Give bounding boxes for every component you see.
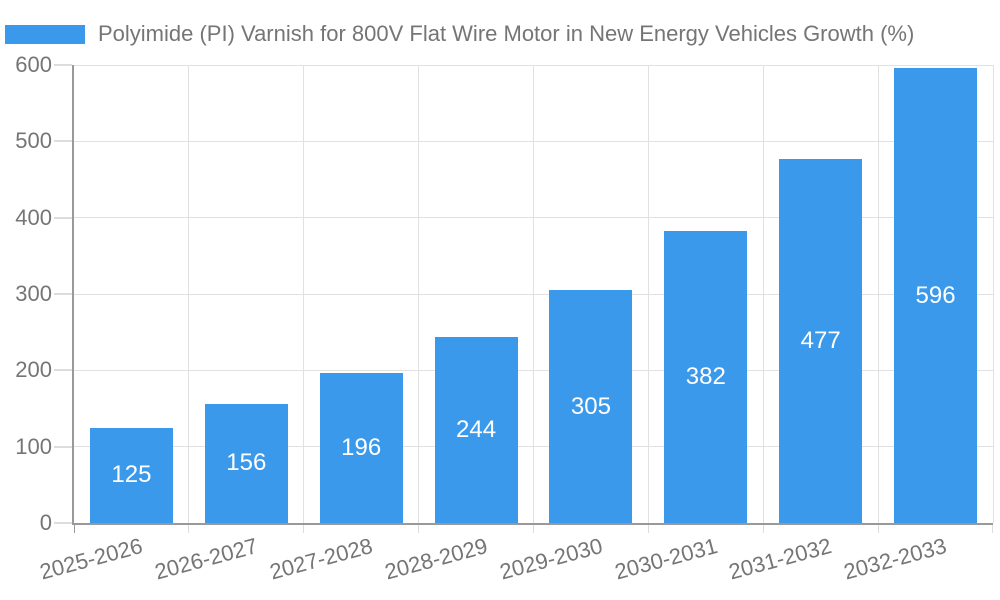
bar: 156 — [204, 403, 288, 523]
legend-swatch — [5, 24, 85, 44]
x-tick-label: 2029-2030 — [496, 533, 605, 585]
x-tick-label: 2028-2029 — [381, 533, 491, 585]
x-tick-label: 2032-2033 — [841, 533, 950, 585]
y-axis-tick — [54, 216, 72, 219]
y-tick-label: 600 — [15, 52, 52, 77]
plot-area: 0 100 200 300 400 500 600 125 2025-2026 156 2026-2… — [15, 54, 994, 584]
bar-value-label: 596 — [915, 281, 956, 309]
y-axis-tick — [54, 64, 72, 66]
y-axis-tick — [54, 522, 72, 524]
bar-value-label: 382 — [685, 363, 726, 391]
bar: 305 — [549, 290, 633, 523]
legend-item[interactable]: Polyimide (PI) Varnish for 800V Flat Wir… — [5, 21, 914, 47]
x-axis-tick — [73, 525, 75, 533]
y-axis-tick — [54, 140, 72, 143]
bar: 382 — [664, 231, 748, 523]
bar: 196 — [319, 373, 403, 523]
bar-value-label: 305 — [570, 392, 611, 420]
legend-label: Polyimide (PI) Varnish for 800V Flat Wir… — [98, 21, 915, 46]
gridline-vertical — [762, 65, 764, 523]
gridline-vertical — [418, 65, 420, 523]
x-axis-tick — [418, 525, 420, 533]
x-tick-label: 2026-2027 — [152, 533, 261, 585]
x-axis-tick — [188, 525, 190, 533]
y-tick-label: 300 — [15, 281, 52, 306]
x-axis-tick — [647, 525, 649, 533]
gridline-vertical — [533, 65, 534, 523]
x-axis-tick — [877, 525, 879, 533]
x-axis-tick — [533, 525, 534, 533]
y-tick-label: 0 — [39, 510, 52, 535]
x-axis-tick — [991, 525, 993, 533]
bar-value-label: 244 — [456, 415, 497, 443]
bar-value-label: 125 — [111, 461, 152, 489]
y-tick-label: 400 — [15, 204, 52, 230]
gridline-vertical — [992, 65, 994, 523]
gridline-vertical — [303, 65, 305, 523]
y-tick-label: 100 — [15, 433, 52, 459]
x-axis-tick — [303, 525, 305, 533]
bar-value-label: 156 — [226, 449, 267, 477]
bar-value-label: 477 — [800, 326, 841, 354]
gridline-vertical — [877, 65, 879, 523]
x-axis-tick — [762, 525, 764, 533]
bar: 244 — [434, 336, 518, 523]
x-tick-label: 2025-2026 — [37, 533, 146, 585]
x-tick-label: 2027-2028 — [267, 533, 376, 585]
y-axis-tick — [54, 293, 72, 295]
y-axis-tick — [54, 369, 72, 372]
y-axis-tick — [54, 445, 72, 448]
gridline-vertical — [188, 65, 190, 523]
bar: 477 — [779, 158, 863, 523]
gridline-vertical — [647, 65, 649, 523]
y-tick-label: 500 — [15, 128, 52, 154]
y-tick-label: 200 — [15, 357, 52, 383]
x-tick-label: 2030-2031 — [611, 533, 720, 585]
x-tick-label: 2031-2032 — [726, 533, 835, 585]
bar: 596 — [894, 68, 978, 523]
bar: 125 — [89, 427, 173, 523]
bar-value-label: 196 — [341, 434, 382, 462]
